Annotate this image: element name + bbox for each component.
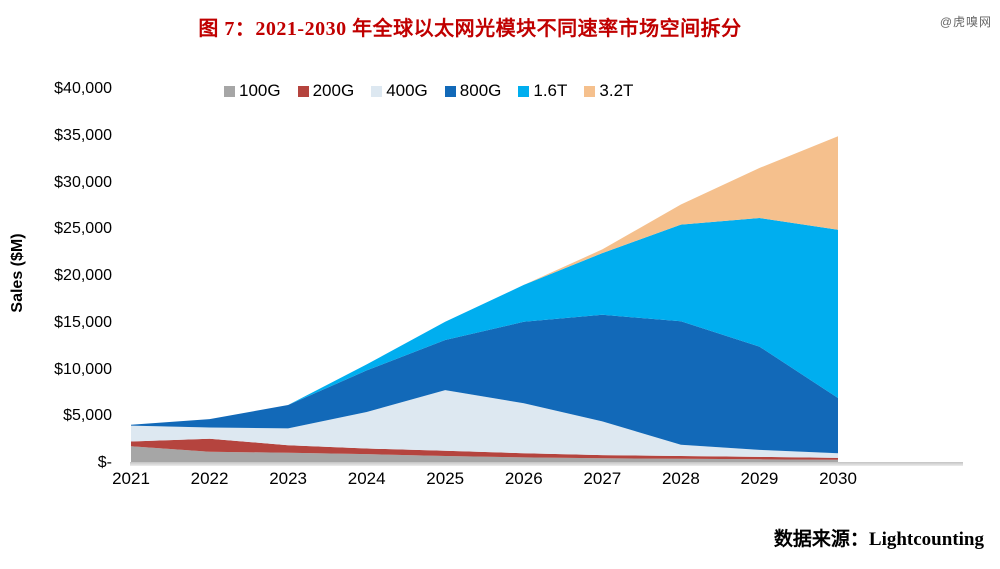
y-tick-label: $25,000 (54, 220, 112, 238)
chart-legend: 100G 200G 400G 800G 1.6T 3.2T (224, 81, 633, 101)
legend-label: 1.6T (533, 81, 568, 100)
x-tick-label: 2022 (190, 469, 229, 488)
legend-swatch-800G (444, 85, 456, 97)
legend-item-100G: 100G (224, 81, 281, 101)
area-band-800G (131, 314, 838, 454)
y-tick-label: $35,000 (54, 126, 112, 144)
x-tick-label: 2021 (112, 469, 150, 488)
x-tick-label: 2027 (583, 469, 622, 488)
legend-item-3.2T: 3.2T (584, 81, 633, 101)
area-band-1.6T (131, 218, 838, 425)
data-source: 数据来源：Lightcounting (773, 529, 984, 550)
legend-item-200G: 200G (297, 81, 355, 101)
x-tick-label: 2029 (740, 469, 779, 488)
area-band-400G (131, 390, 838, 458)
x-axis-line (130, 462, 963, 466)
chart-title: 图 7：2021-2030 年全球以太网光模块不同速率市场空间拆分 (198, 18, 742, 40)
legend-item-1.6T: 1.6T (518, 81, 567, 101)
legend-swatch-1.6T (518, 85, 530, 97)
x-tick-label: 2026 (504, 469, 543, 488)
y-tick-label: $20,000 (54, 267, 112, 284)
legend-item-800G: 800G (444, 81, 502, 101)
legend-label: 800G (459, 81, 502, 100)
y-tick-label: $10,000 (54, 360, 112, 378)
stacked-area-plot (131, 136, 838, 463)
y-tick-label: $30,000 (54, 173, 112, 191)
legend-label: 200G (312, 81, 355, 100)
y-tick-label: $40,000 (54, 80, 112, 97)
y-tick-label: $15,000 (54, 313, 112, 331)
x-tick-label: 2025 (426, 469, 465, 488)
x-tick-label: 2028 (661, 469, 700, 488)
x-tick-label: 2030 (819, 469, 857, 488)
watermark: @虎嗅网 (939, 15, 992, 29)
legend-swatch-200G (297, 85, 309, 97)
legend-label: 3.2T (599, 81, 634, 100)
y-tick-label: $5,000 (63, 407, 112, 425)
legend-item-400G: 400G (371, 81, 428, 101)
x-tick-label: 2024 (347, 469, 386, 488)
legend-label: 100G (239, 81, 281, 100)
area-band-200G (131, 438, 838, 460)
legend-label: 400G (386, 81, 428, 100)
legend-swatch-3.2T (584, 85, 596, 97)
x-tick-label: 2023 (269, 469, 308, 488)
area-band-100G (131, 446, 838, 463)
legend-swatch-100G (224, 85, 235, 97)
y-tick-label: $- (97, 454, 112, 471)
legend-swatch-400G (371, 85, 383, 97)
area-band-3.2T (131, 136, 838, 425)
y-axis-title: Sales ($M) (9, 233, 26, 313)
